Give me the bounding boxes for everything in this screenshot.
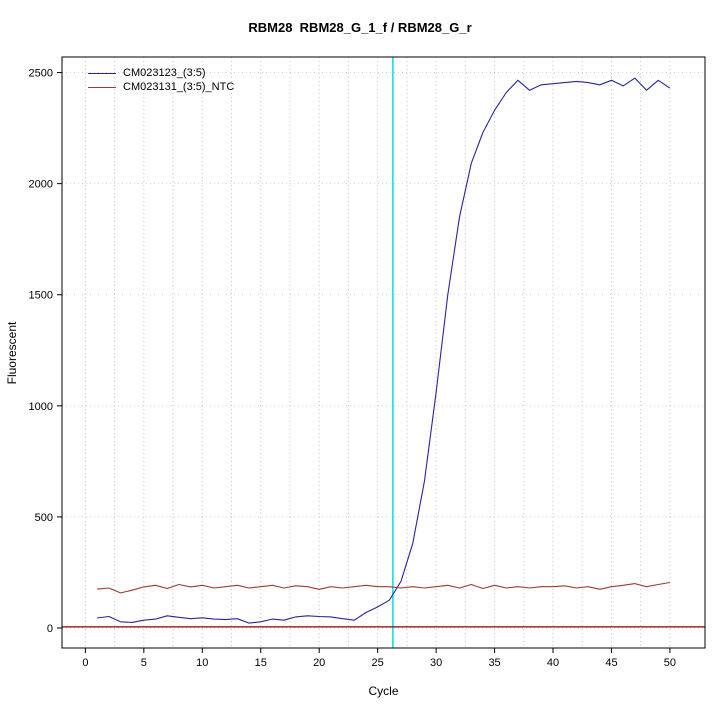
- x-tick-label: 50: [664, 657, 676, 669]
- y-tick-label: 2000: [29, 179, 53, 191]
- x-tick-label: 5: [141, 657, 147, 669]
- series-line-ntc: [97, 581, 670, 594]
- x-axis-label: Cycle: [368, 684, 399, 698]
- x-tick-label: 20: [313, 657, 325, 669]
- plot-box: [61, 56, 706, 649]
- x-tick-label: 25: [372, 657, 384, 669]
- legend-label-ntc: CM023131_(3:5)_NTC: [123, 81, 235, 93]
- x-tick-label: 35: [488, 657, 500, 669]
- x-tick-label: 45: [605, 657, 617, 669]
- x-tick-label: 15: [255, 657, 267, 669]
- x-tick-label: 0: [82, 657, 88, 669]
- y-tick-label: 0: [47, 623, 53, 635]
- legend: CM023123_(3:5) CM023131_(3:5)_NTC: [88, 66, 234, 94]
- x-tick-label: 10: [196, 657, 208, 669]
- ntc-line-swatch: [88, 86, 116, 88]
- sample-line-swatch: [88, 72, 116, 74]
- series-line-sample: [97, 77, 671, 624]
- x-tick-label: 30: [430, 657, 442, 669]
- y-tick-label: 1000: [29, 401, 53, 413]
- y-tick-label: 1500: [29, 290, 53, 302]
- chart-title: RBM28 RBM28_G_1_f / RBM28_G_r: [248, 20, 472, 35]
- y-tick-label: 2500: [29, 68, 53, 80]
- x-tick-label: 40: [547, 657, 559, 669]
- legend-item-sample: CM023123_(3:5): [88, 66, 234, 80]
- legend-label-sample: CM023123_(3:5): [123, 67, 206, 79]
- legend-item-ntc: CM023131_(3:5)_NTC: [88, 80, 234, 94]
- y-tick-label: 500: [35, 512, 53, 524]
